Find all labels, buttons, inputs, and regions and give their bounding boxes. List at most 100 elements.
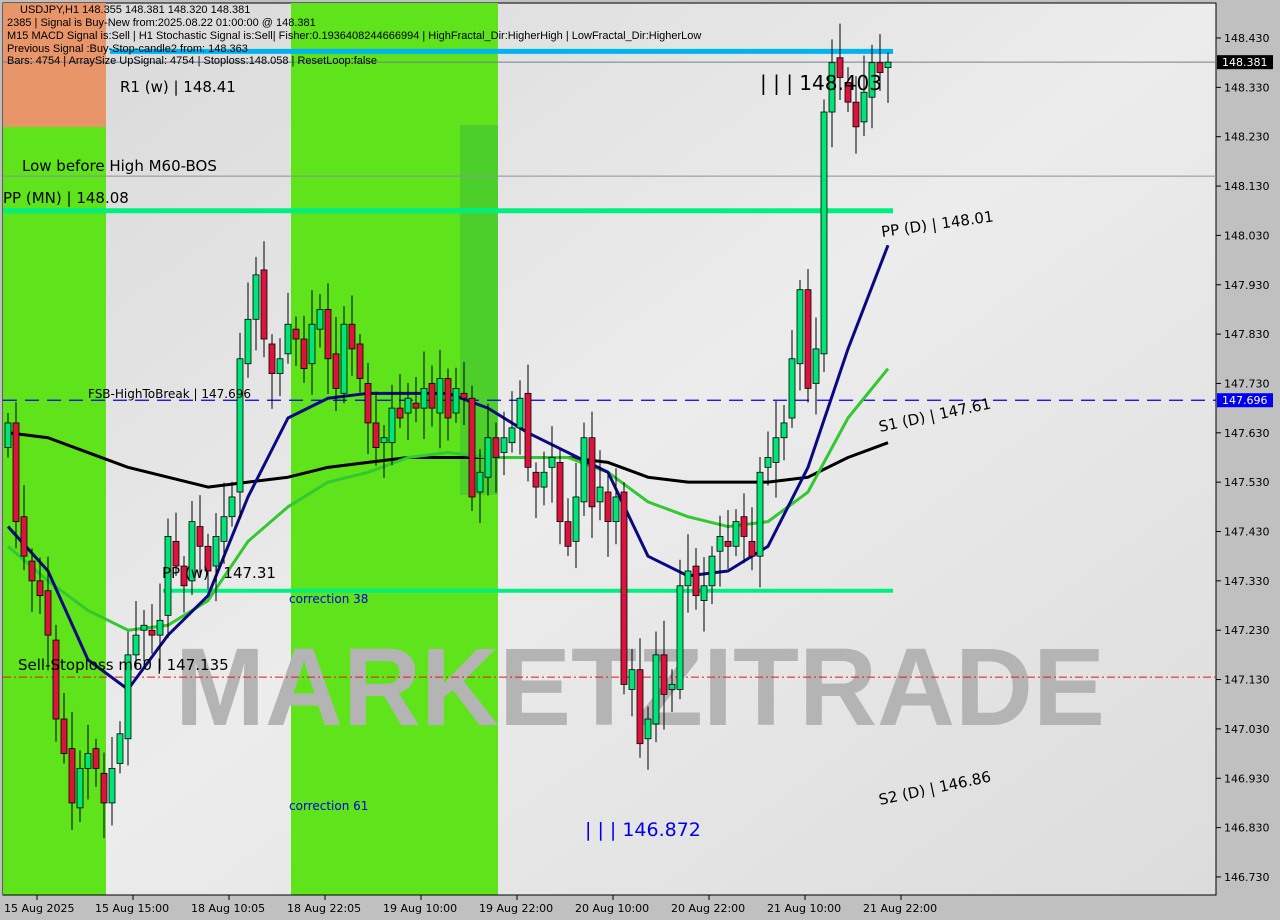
bear-candle — [660, 654, 668, 695]
symbol-info: USDJPY,H1 148.355 148.381 148.320 148.38… — [20, 4, 251, 16]
bull-candle — [140, 624, 148, 631]
bear-candle — [468, 397, 476, 498]
bull-candle — [388, 407, 396, 444]
y-tick-label: 147.930 — [1224, 279, 1270, 292]
correction-38-label: correction 38 — [289, 592, 368, 606]
bull-candle — [284, 323, 292, 355]
x-tick-label: 19 Aug 10:00 — [383, 902, 457, 915]
bear-candle — [372, 422, 380, 449]
bull-candle — [516, 397, 524, 429]
low-label: | | | 146.872 — [585, 819, 701, 841]
bear-candle — [428, 383, 436, 409]
bear-candle — [876, 62, 884, 73]
bull-candle — [84, 753, 92, 769]
bear-candle — [60, 718, 68, 754]
high-label: | | | 148.403 — [760, 71, 882, 95]
bull-candle — [548, 457, 556, 468]
fsb-price-tag: 147.696 — [1222, 394, 1268, 407]
bull-candle — [476, 471, 484, 493]
x-tick-label: 15 Aug 15:00 — [95, 902, 169, 915]
bull-candle — [652, 654, 660, 725]
bull-candle — [4, 422, 12, 449]
orange-zone — [3, 3, 106, 127]
y-tick-label: 147.130 — [1224, 674, 1270, 687]
y-tick-label: 146.730 — [1224, 871, 1270, 884]
bear-candle — [148, 629, 156, 636]
bear-candle — [196, 526, 204, 547]
bear-candle — [356, 343, 364, 379]
bear-candle — [692, 565, 700, 597]
bear-candle — [204, 545, 212, 572]
bull-candle — [796, 289, 804, 365]
bear-candle — [36, 580, 44, 597]
bear-candle — [260, 269, 268, 340]
bull-candle — [700, 585, 708, 601]
bull-candle — [156, 619, 164, 636]
bull-candle — [228, 496, 236, 518]
current-price-tag-bg — [1217, 55, 1273, 70]
stoploss-label: Sell-Stoploss m60 | 147.135 — [18, 656, 229, 674]
bull-candle — [708, 555, 716, 587]
bear-candle — [172, 540, 180, 567]
pp-mn-label: PP (MN) | 148.08 — [3, 189, 129, 207]
bear-candle — [332, 353, 340, 389]
plot-area — [2, 2, 1217, 896]
bear-candle — [52, 639, 60, 720]
bear-candle — [44, 590, 52, 636]
signal-info: 2385 | Signal is Buy-New from:2025.08.22… — [7, 17, 316, 29]
bull-candle — [868, 62, 876, 98]
y-tick-label: 147.430 — [1224, 526, 1270, 539]
bull-candle — [188, 521, 196, 582]
bear-candle — [268, 343, 276, 374]
bull-candle — [212, 536, 220, 567]
bear-candle — [740, 516, 748, 537]
bear-candle — [324, 309, 332, 360]
green-zone — [3, 3, 106, 895]
bear-candle — [28, 560, 36, 582]
bull-candle — [716, 536, 724, 552]
x-tick-label: 15 Aug 2025 — [4, 902, 74, 915]
bull-candle — [404, 397, 412, 414]
bull-candle — [644, 718, 652, 740]
fsb-label: FSB-HighToBreak | 147.696 — [88, 387, 251, 401]
bear-candle — [20, 516, 28, 557]
bear-candle — [636, 669, 644, 745]
bull-candle — [540, 471, 548, 488]
bull-candle — [820, 111, 828, 355]
bars-info: Bars: 4754 | ArraySize UpSignal: 4754 | … — [7, 55, 377, 67]
y-tick-label: 148.030 — [1224, 229, 1270, 242]
bull-candle — [308, 323, 316, 365]
x-tick-label: 18 Aug 22:05 — [287, 902, 361, 915]
bull-candle — [116, 733, 124, 764]
bull-candle — [756, 471, 764, 557]
y-tick-label: 147.830 — [1224, 328, 1270, 341]
y-tick-label: 147.730 — [1224, 377, 1270, 390]
y-tick-label: 146.930 — [1224, 772, 1270, 785]
bull-candle — [508, 427, 516, 444]
bull-candle — [124, 654, 132, 740]
bull-candle — [236, 358, 244, 493]
bear-candle — [532, 471, 540, 488]
bull-candle — [628, 669, 636, 690]
bull-candle — [884, 61, 892, 69]
bull-candle — [452, 387, 460, 414]
bear-candle — [444, 378, 452, 419]
bear-candle — [724, 540, 732, 547]
bear-candle — [396, 407, 404, 419]
x-tick-label: 18 Aug 10:05 — [191, 902, 265, 915]
bear-candle — [620, 491, 628, 685]
bull-candle — [108, 767, 116, 804]
bull-candle — [164, 536, 172, 616]
y-tick-label: 148.130 — [1224, 180, 1270, 193]
slow-ma-line — [7, 431, 889, 489]
bull-candle — [764, 457, 772, 468]
bull-candle — [220, 516, 228, 542]
bull-candle — [860, 91, 868, 123]
fsb-price-tag-bg — [1217, 393, 1273, 408]
bull-candle — [380, 437, 388, 444]
bull-candle — [676, 585, 684, 690]
bear-candle — [292, 328, 300, 340]
bear-candle — [68, 748, 76, 804]
bear-candle — [588, 437, 596, 508]
